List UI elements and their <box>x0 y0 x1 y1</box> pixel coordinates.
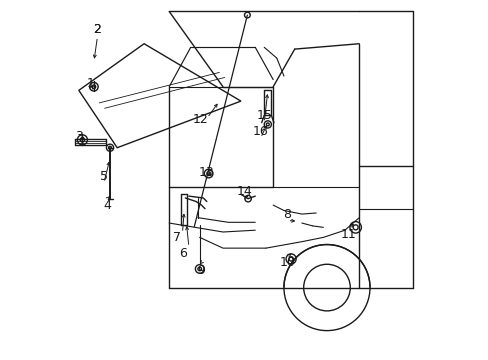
Text: 9: 9 <box>196 264 204 277</box>
Text: 6: 6 <box>179 247 187 260</box>
Text: 16: 16 <box>252 125 268 138</box>
Text: 1: 1 <box>87 77 95 90</box>
Text: 12: 12 <box>192 113 208 126</box>
Text: 14: 14 <box>236 185 252 198</box>
Text: 11: 11 <box>340 228 356 241</box>
Text: 2: 2 <box>93 23 101 36</box>
Text: 3: 3 <box>75 130 82 144</box>
Text: 7: 7 <box>173 231 181 244</box>
Text: 15: 15 <box>256 109 272 122</box>
Text: 10: 10 <box>279 256 295 269</box>
Text: 4: 4 <box>103 199 111 212</box>
Text: 5: 5 <box>100 170 108 183</box>
Text: 13: 13 <box>199 166 214 179</box>
Text: 2: 2 <box>93 23 101 36</box>
Text: 8: 8 <box>283 208 291 221</box>
